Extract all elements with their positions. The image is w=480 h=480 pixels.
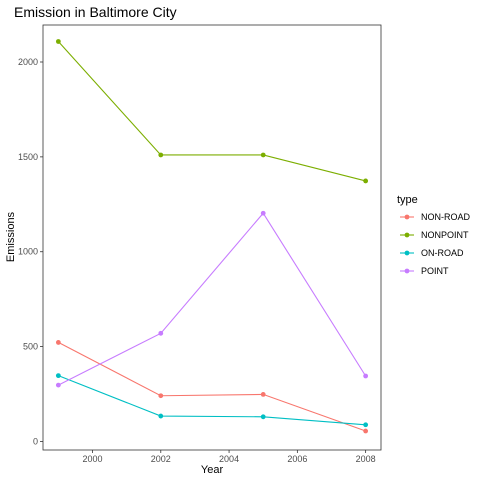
- data-point-point: [55, 382, 61, 388]
- data-point-on-road: [260, 414, 266, 420]
- x-tick-label: 2008: [356, 454, 376, 464]
- series-on-road: [55, 373, 369, 428]
- data-point-point: [158, 330, 164, 336]
- x-tick-label: 2006: [287, 454, 307, 464]
- y-tick-label: 1000: [18, 247, 38, 257]
- y-tick-label: 1500: [18, 152, 38, 162]
- data-point-on-road: [363, 422, 369, 428]
- legend-label: NONPOINT: [421, 230, 469, 240]
- y-tick-label: 500: [23, 342, 38, 352]
- legend-title: type: [397, 194, 418, 206]
- y-axis-title: Emissions: [5, 211, 17, 262]
- series-line-non-road: [58, 341, 366, 432]
- legend-item-nonpoint: NONPOINT: [400, 230, 469, 240]
- legend-label: NON-ROAD: [421, 212, 470, 222]
- data-point-non-road: [158, 393, 164, 399]
- data-point-point: [363, 373, 369, 379]
- plot-panel: [42, 24, 382, 451]
- series-line-on-road: [58, 375, 366, 426]
- data-point-nonpoint: [158, 152, 164, 158]
- legend-key-point: [404, 250, 410, 256]
- x-axis-title: Year: [201, 464, 224, 476]
- legend-item-non-road: NON-ROAD: [400, 212, 470, 222]
- series-non-road: [55, 340, 369, 434]
- data-point-nonpoint: [260, 152, 266, 158]
- legend: type NON-ROAD NONPOINT ON-ROAD POINT: [397, 194, 470, 276]
- series-line-point: [58, 212, 367, 386]
- data-point-non-road: [55, 340, 61, 345]
- chart-title: Emission in Baltimore City: [14, 4, 177, 20]
- series-line-nonpoint: [57, 41, 366, 182]
- x-tick-label: 2004: [219, 454, 239, 464]
- series-layer: [55, 39, 369, 434]
- legend-key-point: [404, 232, 410, 238]
- legend-key-point: [404, 214, 410, 220]
- data-point-on-road: [158, 413, 164, 419]
- data-point-non-road: [260, 392, 266, 397]
- legend-label: ON-ROAD: [421, 248, 464, 258]
- x-tick-label: 2002: [151, 454, 171, 464]
- series-nonpoint: [55, 39, 369, 184]
- data-point-nonpoint: [363, 178, 369, 184]
- x-tick-label: 2000: [82, 454, 102, 464]
- data-point-on-road: [55, 373, 61, 379]
- data-point-nonpoint: [55, 39, 61, 44]
- y-axis: 0 500 1000 1500 2000: [18, 57, 43, 446]
- series-point: [55, 210, 369, 388]
- legend-label: POINT: [421, 266, 449, 276]
- y-tick-label: 0: [33, 436, 38, 446]
- legend-key-point: [404, 268, 410, 274]
- legend-item-on-road: ON-ROAD: [400, 248, 464, 258]
- x-axis: 2000 2002 2004 2006 2008: [82, 450, 376, 464]
- y-tick-label: 2000: [18, 57, 38, 67]
- legend-item-point: POINT: [400, 266, 449, 276]
- data-point-point: [260, 210, 266, 216]
- data-point-non-road: [363, 428, 369, 434]
